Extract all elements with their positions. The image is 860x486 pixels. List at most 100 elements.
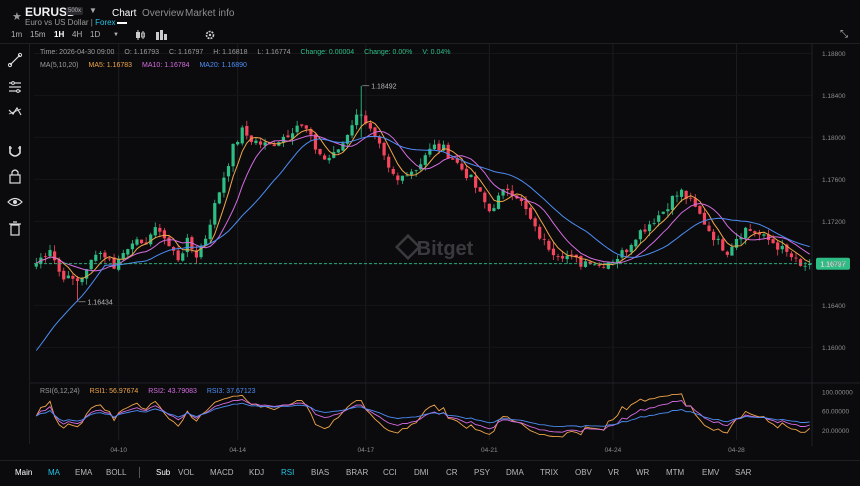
indicator-psy[interactable]: PSY [474,468,491,477]
candle-body [771,239,775,244]
indicator-sar[interactable]: SAR [735,468,752,477]
candle-body [162,230,167,239]
indicator-dmi[interactable]: DMI [414,468,429,477]
candle-body [126,249,130,255]
pattern-icon[interactable] [8,106,22,116]
indicator-vol[interactable]: VOL [178,468,195,477]
tab-chart[interactable]: Chart [112,8,137,19]
candle-body [579,255,583,267]
fib-icon[interactable] [9,81,21,93]
timeframe-15m[interactable]: 15m [30,30,46,39]
candle-body [222,177,226,193]
indicator-obv[interactable]: OBV [575,468,592,477]
lock-icon[interactable] [9,169,21,184]
high-annotation: 1.18492 [371,83,396,90]
indicator-ma[interactable]: MA [48,468,60,477]
indicator-rsi[interactable]: RSI [281,468,295,477]
trash-icon[interactable] [9,221,21,236]
candle-body [506,188,510,191]
candle-body [560,256,565,259]
candle-body [290,133,295,139]
indicator-bias[interactable]: BIAS [311,468,330,477]
candle-body [638,230,642,240]
candle-body [213,203,217,225]
fullscreen-icon[interactable]: ⤡ [840,29,848,40]
candle-body [689,197,693,199]
indicator-ema[interactable]: EMA [75,468,93,477]
timeframe-4h[interactable]: 4H [72,30,83,39]
candle-body [533,218,537,227]
candle-body [89,259,93,270]
indicator-icon[interactable] [156,30,167,40]
indicator-kdj[interactable]: KDJ [249,468,265,477]
candle-body [194,250,199,258]
symbol-name[interactable]: EURUSD [25,5,76,19]
candle-body [98,252,102,255]
price-tick-label: 1.18800 [822,51,846,58]
candle-body [48,250,52,257]
indicator-macd[interactable]: MACD [210,468,234,477]
star-icon[interactable]: ★ [12,11,22,23]
candle-body [364,115,368,124]
candle-body [524,200,528,210]
indicator-cci[interactable]: CCI [383,468,397,477]
indicator-wr[interactable]: WR [636,468,650,477]
candle-body [570,254,574,256]
symbol-dropdown-icon[interactable]: ▼ [89,6,97,15]
candle-body [327,157,331,161]
candle-body [254,140,258,144]
candle-body [139,239,144,244]
candle-body [474,176,478,188]
candle-body [414,170,418,172]
eye-icon[interactable] [7,197,23,207]
candle-body [629,245,633,253]
candle-body [798,259,803,266]
candle-body [304,125,308,129]
chevron-down-icon[interactable]: ▼ [113,32,119,38]
ma-label[interactable]: MA(5,10,20) [40,62,79,69]
candle-body [780,245,784,250]
candle-body [94,254,98,261]
candle-body [492,208,496,211]
candle-body [313,134,318,150]
candle-body [130,243,134,250]
candle-body [135,239,139,245]
trend-line-icon[interactable] [7,52,23,68]
candle-body [785,244,789,252]
timeframe-1m[interactable]: 1m [11,30,23,39]
candle-body [478,187,482,192]
timeframe-1d[interactable]: 1D [90,30,101,39]
candle-body [405,175,409,177]
candle-body [487,203,491,212]
timeframe-1h[interactable]: 1H [54,30,65,39]
magnet-icon[interactable] [9,146,21,157]
indicator-mtm[interactable]: MTM [666,468,685,477]
candle-body [789,253,794,258]
indicator-trix[interactable]: TRIX [540,468,559,477]
candle-body [272,144,276,147]
indicator-emv[interactable]: EMV [702,468,720,477]
candle-body [318,148,322,155]
indicator-dma[interactable]: DMA [506,468,524,477]
indicator-vr[interactable]: VR [608,468,620,477]
symbol-category[interactable]: Forex [95,18,116,27]
candle-body [693,198,697,207]
candle-type-icon[interactable] [136,30,145,40]
rsi-label[interactable]: RSI(6,12,24) [40,388,80,395]
candle-body [199,245,203,258]
candle-body [776,242,780,250]
watermark-logo [394,233,422,261]
candle-body [57,259,61,272]
tab-market-info[interactable]: Market info [185,8,235,19]
rsi3-value: RSI3: 37.67123 [206,388,256,395]
candle-body [300,124,304,126]
settings-icon[interactable] [205,30,215,40]
candle-body [345,134,350,144]
tab-overview[interactable]: Overview [142,8,184,19]
indicator-brar[interactable]: BRAR [346,468,369,477]
watermark-text: Bitget [417,238,474,260]
indicator-boll[interactable]: BOLL [106,468,127,477]
ma5-value: MA5: 1.16783 [88,62,133,69]
indicator-cr[interactable]: CR [446,468,458,477]
price-chart[interactable]: Bitget 1.16797 1.18492 1.16434 1.18800 1.1840… [0,0,860,460]
